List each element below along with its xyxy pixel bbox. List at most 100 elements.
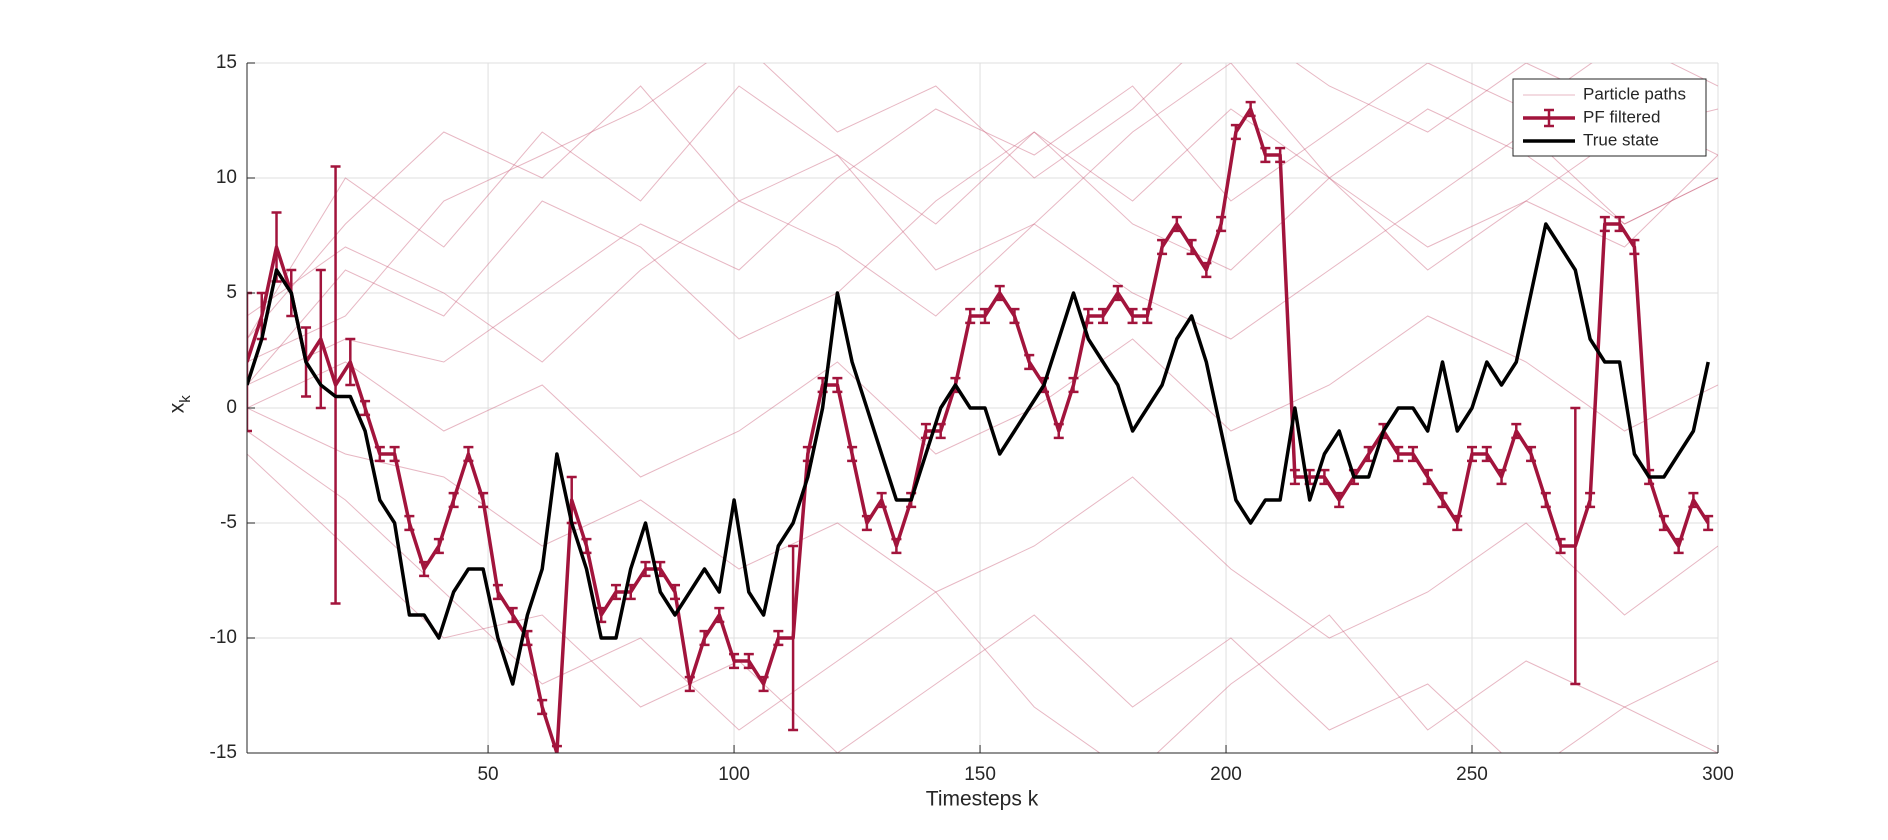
axes: -15 -10 -5 0 5 10 15 50 100 150 200 250 300 — [210, 52, 1734, 785]
error-bar — [1437, 491, 1448, 509]
error-bar — [699, 629, 710, 647]
legend: Particle paths PF filtered True state — [1512, 78, 1707, 157]
error-bar — [1393, 445, 1404, 463]
y-tick-label: 0 — [226, 397, 237, 418]
error-bar — [876, 491, 887, 509]
error-bar — [360, 399, 371, 417]
error-bar — [832, 376, 843, 394]
error-bar — [1157, 238, 1168, 256]
error-bar — [979, 307, 990, 325]
error-bar — [551, 744, 562, 753]
particle-path — [247, 108, 1718, 386]
legend-label: Particle paths — [1583, 84, 1686, 103]
error-bar — [1275, 146, 1286, 164]
error-bar — [537, 698, 548, 716]
error-bar — [330, 165, 341, 605]
y-tick-label: 5 — [226, 282, 237, 303]
error-bar — [758, 675, 769, 693]
true-state-line — [247, 222, 1710, 686]
error-bar — [507, 606, 518, 624]
error-bar — [1407, 445, 1418, 463]
error-bar — [1009, 307, 1020, 325]
error-bar — [1127, 307, 1138, 325]
error-bar — [492, 583, 503, 601]
particle-path — [247, 407, 1718, 639]
error-bar — [1201, 261, 1212, 279]
error-bar — [788, 544, 799, 732]
error-bar — [1526, 445, 1537, 463]
error-bar — [743, 652, 754, 670]
x-tick-label: 150 — [964, 764, 996, 785]
error-bar — [1186, 238, 1197, 256]
x-tick-label: 250 — [1456, 764, 1488, 785]
legend-label: PF filtered — [1583, 107, 1660, 126]
error-bar — [1098, 307, 1109, 325]
error-bar — [1540, 491, 1551, 509]
error-bar — [1467, 445, 1478, 463]
error-bar — [1230, 123, 1241, 141]
filtered-line — [247, 107, 1710, 753]
error-bar — [610, 583, 621, 601]
particle-path — [247, 315, 1718, 478]
particle-path — [247, 131, 1718, 363]
y-axis-label: x — [166, 402, 189, 413]
error-bar — [1673, 537, 1684, 555]
error-bar — [1068, 376, 1079, 394]
y-tick-label: -5 — [220, 512, 237, 533]
error-bar — [861, 514, 872, 532]
error-bar — [1585, 491, 1596, 509]
x-tick-label: 50 — [477, 764, 498, 785]
particle-path — [247, 63, 1718, 363]
error-bar — [1452, 514, 1463, 532]
error-bar — [1245, 100, 1256, 118]
error-bar — [1481, 445, 1492, 463]
error-bar — [1511, 422, 1522, 440]
error-bar — [965, 307, 976, 325]
error-bar — [1260, 146, 1271, 164]
error-bar — [1570, 406, 1581, 686]
error-bar — [1171, 215, 1182, 233]
error-bar — [714, 606, 725, 624]
x-tick-label: 100 — [718, 764, 750, 785]
legend-label: True state — [1583, 130, 1659, 149]
error-bar — [1599, 215, 1610, 233]
particle-path — [247, 63, 1718, 386]
x-axis-label: Timesteps k — [926, 788, 1039, 811]
particle-path — [247, 453, 1718, 753]
error-bar — [419, 560, 430, 578]
error-bar — [1024, 353, 1035, 371]
error-bar — [891, 537, 902, 555]
error-bar — [1289, 468, 1300, 486]
error-bar — [404, 514, 415, 532]
error-bar — [670, 583, 681, 601]
error-bar — [1112, 284, 1123, 302]
error-bar — [1496, 468, 1507, 486]
y-tick-label: 10 — [216, 167, 237, 188]
error-bar — [1334, 491, 1345, 509]
particle-path — [247, 63, 1718, 340]
x-tick-label: 200 — [1210, 764, 1242, 785]
error-bar — [729, 652, 740, 670]
error-bar — [1142, 307, 1153, 325]
plot-area — [247, 63, 1718, 753]
error-bar — [640, 560, 651, 578]
error-bar — [389, 445, 400, 463]
y-tick-label: -15 — [210, 742, 237, 763]
error-bar — [773, 629, 784, 647]
y-tick-label: -10 — [210, 627, 237, 648]
error-bar — [345, 337, 356, 387]
error-bar — [1053, 422, 1064, 440]
error-bar — [1216, 215, 1227, 233]
error-bar — [1422, 468, 1433, 486]
error-bar — [463, 445, 474, 463]
error-bar — [448, 491, 459, 509]
error-bar — [847, 445, 858, 463]
error-bar — [684, 675, 695, 693]
particle-path — [247, 85, 1718, 340]
error-bar — [994, 284, 1005, 302]
error-bar — [1363, 445, 1374, 463]
error-bar — [374, 445, 385, 463]
error-bar — [478, 491, 489, 509]
error-bar — [1703, 514, 1714, 532]
